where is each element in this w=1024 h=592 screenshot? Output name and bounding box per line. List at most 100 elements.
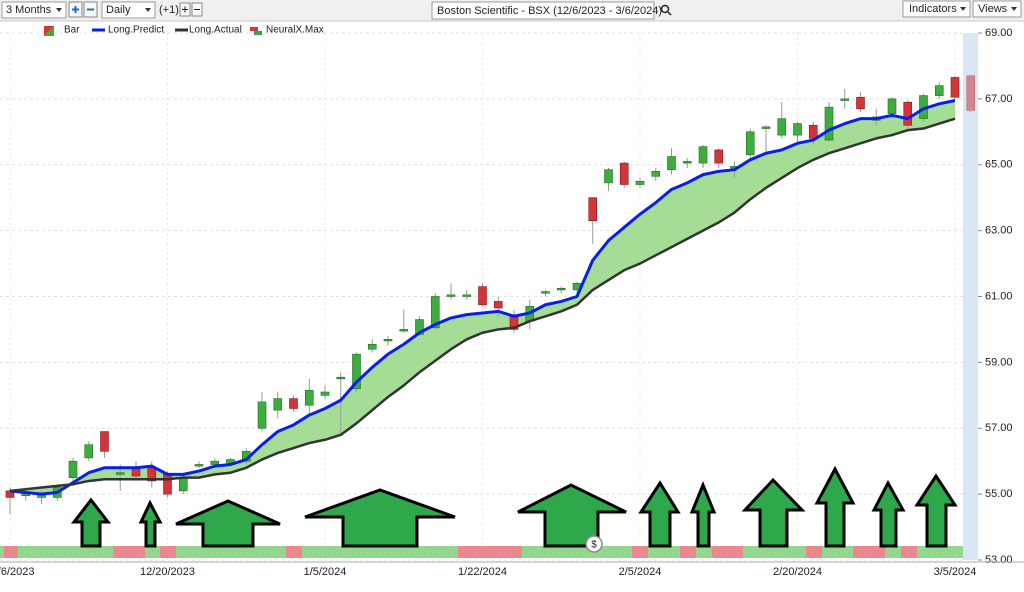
candle bbox=[761, 125, 771, 152]
strip-segment bbox=[680, 546, 696, 558]
candle bbox=[493, 296, 503, 317]
symbol-search[interactable] bbox=[431, 1, 655, 20]
candle-body bbox=[194, 464, 204, 467]
strip-segment bbox=[0, 546, 4, 558]
candle-body bbox=[808, 124, 818, 139]
candle-body bbox=[934, 85, 944, 96]
candle bbox=[304, 378, 314, 416]
x-tick-label: 12/6/2023 bbox=[0, 566, 34, 578]
legend-label: Bar bbox=[64, 25, 80, 36]
candle bbox=[289, 395, 298, 412]
y-tick-label: 61.00 bbox=[985, 290, 1013, 302]
legend-label: Long.Actual bbox=[189, 25, 242, 36]
indicators-label: Indicators bbox=[909, 3, 957, 15]
range-label: 3 Months bbox=[6, 4, 52, 16]
candle-body bbox=[446, 294, 456, 297]
strip-segment bbox=[917, 546, 963, 558]
candle bbox=[541, 289, 550, 297]
line-2 bbox=[9, 117, 956, 493]
x-tick-label: 3/5/2024 bbox=[934, 566, 977, 578]
signal-arrow bbox=[914, 473, 958, 548]
candle bbox=[651, 168, 661, 182]
candle-body bbox=[509, 314, 519, 330]
line-1 bbox=[9, 99, 956, 496]
candle bbox=[84, 441, 94, 462]
candle bbox=[68, 457, 78, 485]
candle-body bbox=[777, 118, 787, 136]
candle-body bbox=[478, 286, 487, 306]
legend-swatch bbox=[44, 26, 54, 36]
candle-body bbox=[604, 169, 613, 184]
candle-body bbox=[714, 149, 724, 164]
strip-segment bbox=[113, 546, 145, 558]
candle-body bbox=[68, 460, 78, 478]
signal-arrow bbox=[689, 481, 717, 548]
strip-segment bbox=[743, 546, 806, 558]
strip-segment bbox=[4, 546, 18, 558]
strip-segment bbox=[853, 546, 885, 558]
candle-body bbox=[163, 474, 172, 495]
candle bbox=[635, 177, 645, 188]
candle-body bbox=[966, 75, 976, 111]
candle bbox=[556, 286, 566, 294]
candle-body bbox=[950, 77, 960, 98]
y-tick-label: 55.00 bbox=[985, 488, 1013, 500]
signal-arrow bbox=[304, 488, 456, 548]
symbol-text: Boston Scientific - BSX (12/6/2023 - 3/6… bbox=[437, 5, 662, 17]
candle-body bbox=[856, 96, 865, 110]
candle bbox=[667, 148, 676, 175]
candle bbox=[257, 392, 267, 432]
strip-segment bbox=[885, 546, 901, 558]
views-label: Views bbox=[978, 3, 1008, 15]
x-tick-label: 1/22/2024 bbox=[458, 566, 507, 578]
candle-body bbox=[462, 294, 472, 297]
signal-arrow bbox=[638, 480, 681, 548]
candle-body bbox=[289, 398, 298, 409]
candle-body bbox=[115, 472, 125, 475]
candle bbox=[399, 309, 409, 333]
candle-body bbox=[273, 398, 283, 411]
signal-arrow bbox=[741, 477, 806, 548]
x-tick-label: 2/20/2024 bbox=[773, 566, 822, 578]
strip-segment bbox=[901, 546, 917, 558]
candle bbox=[934, 82, 944, 99]
x-tick-label: 1/5/2024 bbox=[304, 566, 347, 578]
strip-segment bbox=[176, 546, 286, 558]
range-select[interactable] bbox=[1, 1, 67, 19]
candle bbox=[446, 283, 456, 300]
candle bbox=[352, 352, 361, 393]
candle bbox=[383, 336, 393, 346]
candle-body bbox=[367, 343, 377, 350]
candle-body bbox=[824, 106, 834, 141]
candle bbox=[100, 431, 109, 458]
candle-body bbox=[399, 329, 409, 332]
indicators-menu[interactable] bbox=[902, 0, 971, 18]
search-icon[interactable] bbox=[660, 4, 670, 14]
candle bbox=[367, 339, 377, 353]
interval-select[interactable] bbox=[101, 1, 156, 19]
candle-body bbox=[320, 391, 330, 396]
candle-body bbox=[698, 146, 708, 164]
signal-arrow bbox=[814, 465, 856, 548]
views-menu[interactable] bbox=[972, 0, 1022, 18]
y-tick-label: 57.00 bbox=[985, 422, 1013, 434]
signal-marker[interactable] bbox=[585, 535, 603, 553]
candle-body bbox=[84, 444, 94, 459]
candle bbox=[903, 100, 913, 129]
y-tick-label: 53.00 bbox=[985, 554, 1013, 566]
candle bbox=[745, 128, 755, 159]
spread-area bbox=[10, 100, 955, 495]
y-tick-label: 67.00 bbox=[985, 93, 1013, 105]
strip-segment bbox=[648, 546, 680, 558]
y-tick-label: 63.00 bbox=[985, 225, 1013, 237]
candle-body bbox=[541, 291, 550, 294]
candle-body bbox=[619, 162, 629, 185]
strip-segment bbox=[712, 546, 743, 558]
strip-segment bbox=[458, 546, 522, 558]
candle bbox=[698, 144, 708, 169]
candle bbox=[682, 158, 692, 169]
legend-swatch bbox=[250, 27, 258, 31]
strip-segment bbox=[822, 546, 853, 558]
signal-arrow bbox=[871, 479, 906, 548]
